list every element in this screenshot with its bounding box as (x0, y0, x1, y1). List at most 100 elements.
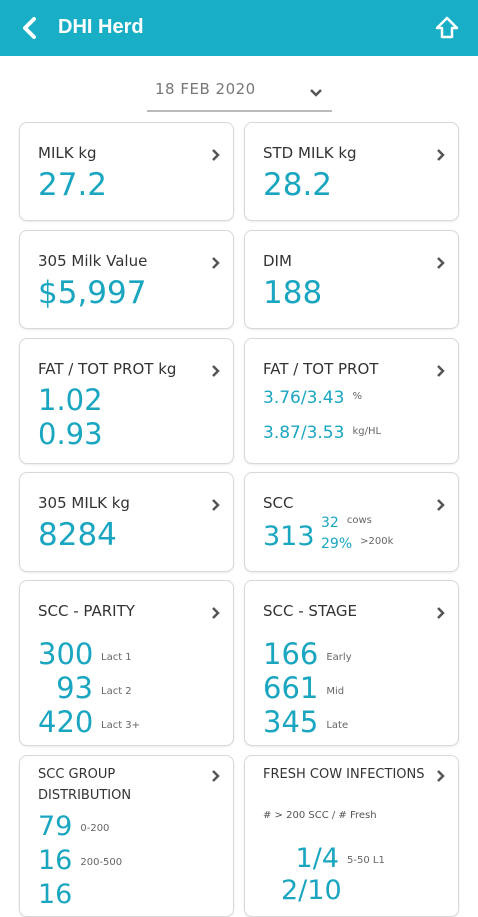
value: 188 (263, 275, 323, 311)
unit: % (352, 391, 362, 402)
card[interactable]: MILK kg 27.2 (19, 122, 234, 221)
value-row: 93 Lact 2 (38, 671, 132, 705)
chevron (437, 365, 445, 377)
card-title: FAT / TOT PROT kg (38, 360, 177, 378)
card-title: SCC - PARITY (38, 602, 135, 620)
value-row: 8284 (38, 517, 117, 553)
unit: cows (346, 515, 372, 526)
card-note: # > 200 SCC / # Fresh (263, 810, 377, 821)
unit: Late (326, 720, 349, 731)
value: 3.76/3.43 (263, 388, 345, 408)
value: 79 (38, 811, 73, 842)
value-row: 16 (38, 879, 72, 910)
value: 1.02 (38, 383, 103, 417)
value-row: 1/4 5-50 L1 (281, 843, 385, 874)
value-row: 0.93 (38, 417, 103, 451)
value-row: 16 200-500 (38, 845, 122, 876)
date: 18 FEB 2020 (155, 80, 256, 98)
chevron (437, 770, 445, 782)
value-row: 1.02 (38, 383, 103, 417)
value-row: 3.87/3.53 kg/HL (263, 423, 381, 443)
card-title: 305 Milk Value (38, 252, 148, 270)
card-title: STD MILK kg (263, 144, 357, 162)
card[interactable]: FAT / TOT PROT kg 1.02 0.93 (19, 338, 234, 464)
unit: 0-200 (80, 823, 110, 834)
value-row: 3.76/3.43% (263, 388, 362, 408)
value-row: 166 Early (263, 637, 352, 671)
value: 16 (38, 845, 73, 876)
value: 1/4 (295, 843, 339, 874)
card-title: SCC - STAGE (263, 602, 358, 620)
unit: Lact 1 (101, 652, 132, 663)
card-title: SCC (263, 494, 294, 512)
card[interactable]: FAT / TOT PROT 3.76/3.43% 3.87/3.53 kg/HL (244, 338, 459, 464)
value-row: 29% >200k (321, 536, 393, 552)
value-row: 2/10 (281, 875, 342, 906)
card[interactable]: SCC GROUP DISTRIBUTION 79 0-200 16 200-500 16 (19, 755, 234, 917)
chevron (212, 499, 220, 511)
value-row: 188 (263, 275, 322, 311)
value: 420 (38, 705, 94, 739)
card[interactable]: STD MILK kg 28.2 (244, 122, 459, 221)
card-title: DIM (263, 252, 292, 270)
value-row: $5,997 (38, 275, 146, 311)
unit: kg/HL (352, 426, 382, 437)
value-row: 345 Late (263, 705, 348, 739)
value-row: 420 Lact 3+ (38, 705, 140, 739)
unit: Early (326, 652, 352, 663)
card[interactable]: SCC 313 32 cows 29% >200k (244, 472, 459, 572)
value-row: 79 0-200 (38, 811, 109, 842)
chevron (212, 607, 220, 619)
value: $5,997 (38, 275, 147, 311)
chevron (437, 149, 445, 161)
value: 8284 (38, 517, 117, 553)
title: DHI Herd (58, 16, 144, 38)
card[interactable]: 305 MILK kg 8284 (19, 472, 234, 572)
value: 3.87/3.53 (263, 423, 345, 443)
main-value: 313 (263, 521, 315, 552)
chevron (437, 257, 445, 269)
chevron (212, 257, 220, 269)
value-row: 300 Lact 1 (38, 637, 132, 671)
value-row: 32 cows (321, 515, 372, 531)
value: 93 (56, 671, 93, 705)
card[interactable]: SCC - STAGE 166 Early 661 Mid 345 Late (244, 580, 459, 746)
value: 661 (263, 671, 319, 705)
app-bar: DHI Herd (0, 0, 478, 56)
unit: 200-500 (80, 857, 123, 868)
chevron (212, 149, 220, 161)
card[interactable]: SCC - PARITY 300 Lact 1 93 Lact 2 420 Lact 3+ (19, 580, 234, 746)
unit: Mid (326, 686, 345, 697)
card[interactable]: DIM 188 (244, 230, 459, 329)
value: 16 (38, 879, 73, 910)
value: 32 (321, 515, 339, 531)
card[interactable]: FRESH COW INFECTIONS # > 200 SCC / # Fres… (244, 755, 459, 917)
dropdown-icon (310, 89, 322, 97)
card[interactable]: 305 Milk Value $5,997 (19, 230, 234, 329)
back-button[interactable] (20, 16, 40, 40)
unit: Lact 2 (101, 686, 132, 697)
unit: 5-50 L1 (347, 855, 385, 866)
unit: Lact 3+ (101, 720, 141, 731)
value: 166 (263, 637, 319, 671)
value: 27.2 (38, 167, 108, 203)
value-row: 27.2 (38, 167, 107, 203)
card-title: FAT / TOT PROT (263, 360, 379, 378)
value: 345 (263, 705, 319, 739)
value: 0.93 (38, 417, 103, 451)
card-title: MILK kg (38, 144, 97, 162)
chevron (212, 770, 220, 782)
chevron (437, 607, 445, 619)
chevron (437, 499, 445, 511)
home-button[interactable] (434, 15, 460, 41)
value: 300 (38, 637, 94, 671)
unit: >200k (360, 536, 394, 547)
card-title: FRESH COW INFECTIONS (263, 767, 425, 782)
date-picker[interactable]: 18 FEB 2020 (147, 78, 332, 112)
card-title: SCC GROUP DISTRIBUTION (38, 767, 132, 803)
chevron (212, 365, 220, 377)
value: 28.2 (263, 167, 333, 203)
value-row: 661 Mid (263, 671, 344, 705)
value: 29% (321, 536, 353, 552)
